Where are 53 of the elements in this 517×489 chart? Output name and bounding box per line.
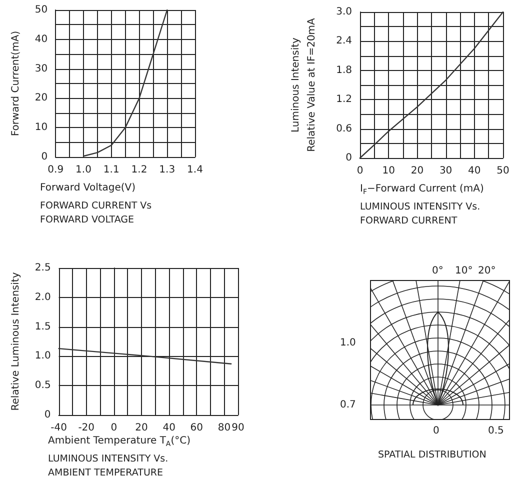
y-axis-title: Forward Current(mA) [10,30,22,136]
x-tick-label: -40 [50,422,67,434]
x-axis-title: Forward Voltage(V) [40,182,136,194]
x-tick-label: 1.1 [103,164,120,176]
text: 0.7 [340,400,356,410]
x-tick-label: 50 [496,166,510,176]
y-tick-label: 20 [34,92,48,104]
line-series [82,9,168,157]
y-tick-label: 3.0 [336,6,352,18]
x-tick-label: 1.0 [76,164,92,176]
y-axis-title: Luminous Intensity Relative Value at IF=20mA [290,18,318,152]
x-tick-label: 90 [232,422,244,434]
y-tick-label: 40 [34,34,48,45]
x-tick-label: 80 [218,422,231,434]
y-tick-label: 2.5 [34,262,51,274]
text: LUMINOUS INTENSITY Vs. AMBIENT TEMPERATURE [48,454,168,478]
text: SPATIAL DISTRIBUTION [378,450,486,460]
y-tick-label: 1.0 [34,350,51,362]
x-tick-label: 1.4 [187,164,203,176]
x-tick-label: 0 [356,166,364,176]
x-tick-label: 0.9 [48,164,64,176]
y-tick-label: 2.0 [34,292,51,303]
y-tick-label: 30 [34,63,48,74]
x-tick-label: 40 [468,166,481,176]
x-tick-label: 30 [439,166,452,176]
y-tick-label: 1.5 [34,321,51,332]
y-tick-label: 0 [44,410,51,420]
text: 20° [478,266,496,276]
x-tick-label: 0 [110,422,118,434]
x-tick-label: 60 [190,422,204,434]
x-tick-label: 20 [410,166,424,176]
x-tick-label: 40 [162,422,176,434]
y-tick-label: 0.5 [34,380,51,392]
x-tick-label: 10 [382,166,395,176]
y-tick-label: 0 [41,152,48,162]
text: 0° [432,266,444,276]
text: 10° [455,266,473,276]
x-tick-label: 1.3 [159,164,176,176]
y-tick-label: 1.2 [336,94,352,106]
text: 0.5 [488,426,504,436]
y-tick-label: 50 [34,4,48,16]
y-tick-label: 2.4 [336,36,352,47]
x-tick-label: 1.2 [131,164,148,176]
text: LUMINOUS INTENSITY Vs. FORWARD CURRENT [360,202,480,226]
y-tick-label: 10 [34,122,48,134]
line-series [359,11,504,159]
y-axis-title: Relative Luminous Intensity [10,272,22,411]
y-tick-label: 1.8 [336,64,352,76]
x-tick-label: 20 [135,422,148,434]
y-tick-label: 0 [346,152,352,164]
x-tick-label: -20 [78,422,95,434]
y-tick-label: 0.6 [336,123,352,134]
text: FORWARD CURRENT Vs FORWARD VOLTAGE [40,200,152,226]
